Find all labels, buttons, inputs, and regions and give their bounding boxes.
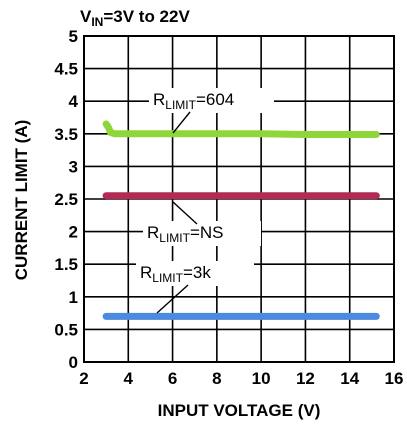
y-tick-label: 0 xyxy=(69,353,78,372)
y-tick-label: 2.5 xyxy=(54,190,78,209)
annotation-label-3: RLIMIT=3k xyxy=(140,263,211,285)
y-tick-label: 5 xyxy=(69,27,78,46)
y-tick-labels: 0 0.5 1 1.5 2 2.5 3 3.5 4 4.5 5 xyxy=(54,27,78,372)
y-tick-label: 3.5 xyxy=(54,125,78,144)
x-tick-label: 12 xyxy=(296,369,315,388)
x-tick-label: 2 xyxy=(79,369,88,388)
x-tick-labels: 2 4 6 8 10 12 14 16 xyxy=(79,369,403,388)
annotations: RLIMIT=604 RLIMIT=NS RLIMIT=3k xyxy=(136,88,274,314)
x-tick-label: 6 xyxy=(168,369,177,388)
annotation-leader-2 xyxy=(172,201,198,225)
annotation-bg-2 xyxy=(143,221,261,246)
annotation-label-1: RLIMIT=604 xyxy=(153,90,234,112)
annotation-bg-3 xyxy=(136,261,254,286)
y-tick-label: 4.5 xyxy=(54,60,78,79)
annotation-leader-3 xyxy=(156,284,189,314)
x-tick-label: 8 xyxy=(212,369,221,388)
x-tick-label: 14 xyxy=(340,369,359,388)
y-tick-label: 3 xyxy=(69,157,78,176)
y-tick-label: 1.5 xyxy=(54,255,78,274)
annotation-label-2: RLIMIT=NS xyxy=(147,223,224,245)
chart-subtitle: VIN=3V to 22V xyxy=(80,7,190,29)
y-tick-label: 2 xyxy=(69,223,78,242)
x-tick-label: 10 xyxy=(252,369,271,388)
y-tick-label: 0.5 xyxy=(54,320,78,339)
plot-frame xyxy=(83,35,395,363)
series-group xyxy=(102,120,380,320)
series-line-1 xyxy=(102,120,380,138)
annotation-leader-1 xyxy=(172,111,191,134)
annotation-bg-1 xyxy=(149,88,274,113)
x-axis-title: INPUT VOLTAGE (V) xyxy=(158,401,321,420)
x-tick-label: 4 xyxy=(124,369,134,388)
y-axis-title: CURRENT LIMIT (A) xyxy=(12,120,31,281)
x-tick-label: 16 xyxy=(385,369,404,388)
y-tick-label: 1 xyxy=(69,288,78,307)
y-tick-label: 4 xyxy=(69,92,79,111)
